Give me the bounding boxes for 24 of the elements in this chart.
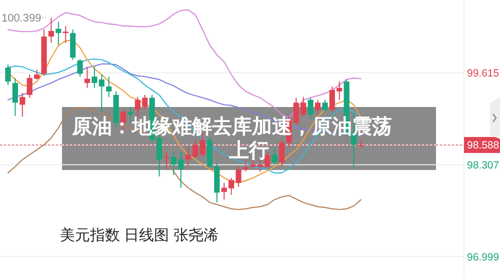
candlestick [164,151,170,170]
annotation: 美元指数 日线图 张尧浠 [60,227,218,244]
candlestick [92,66,98,88]
y-tick-label: 96.999 [467,251,500,264]
candlestick [272,146,278,166]
candlestick [56,21,62,46]
candlestick [20,92,26,118]
candlestick [308,97,314,120]
candlestick [77,58,83,78]
candlestick [314,99,321,116]
candlestick [106,76,112,98]
candlestick [62,26,68,44]
candlestick [322,99,328,112]
candlestick [84,66,90,88]
y-tick-label: 98.588 [467,140,500,152]
y-tick-label: 99.615 [467,67,500,80]
y-tick-label: 98.307 [467,159,500,172]
candlestick [278,139,285,168]
candlestick [98,74,104,113]
candlestick [242,159,249,172]
candlestick [48,17,54,44]
candlestick [5,64,11,86]
annotation: 100.399 [1,12,42,24]
candlestick [12,78,18,117]
